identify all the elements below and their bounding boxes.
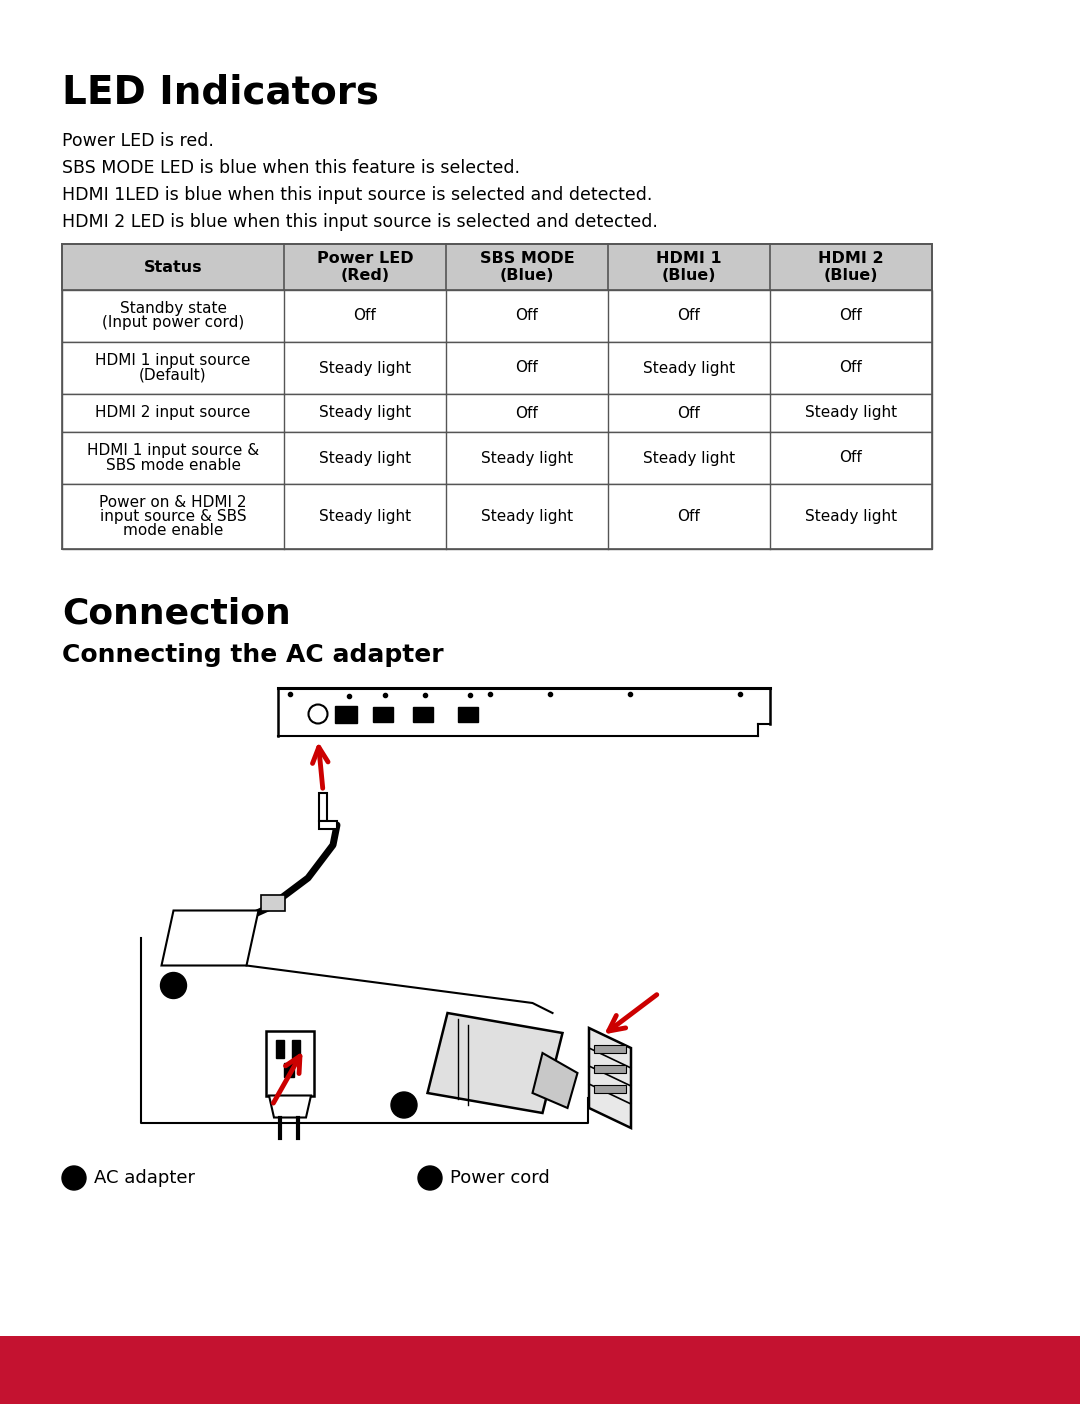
Text: Steady light: Steady light bbox=[643, 451, 735, 466]
Text: HDMI 1 input source &: HDMI 1 input source & bbox=[86, 444, 259, 459]
Text: mode enable: mode enable bbox=[123, 524, 224, 538]
Text: (Blue): (Blue) bbox=[824, 268, 878, 284]
Text: Off: Off bbox=[677, 510, 700, 524]
Text: HDMI 2 LED is blue when this input source is selected and detected.: HDMI 2 LED is blue when this input sourc… bbox=[62, 213, 658, 232]
Bar bbox=[62, 484, 932, 549]
Bar bbox=[292, 1040, 300, 1059]
Text: (Red): (Red) bbox=[340, 268, 390, 284]
Text: Power on & HDMI 2: Power on & HDMI 2 bbox=[99, 496, 246, 510]
Text: HDMI 1: HDMI 1 bbox=[657, 251, 721, 265]
Polygon shape bbox=[162, 911, 258, 966]
Text: LED Indicators: LED Indicators bbox=[62, 74, 379, 112]
Text: Steady light: Steady light bbox=[805, 406, 897, 421]
Bar bbox=[276, 1040, 284, 1059]
Text: Power LED: Power LED bbox=[316, 251, 414, 265]
Text: 4: 4 bbox=[529, 1355, 551, 1384]
Text: Off: Off bbox=[839, 361, 862, 375]
Text: Off: Off bbox=[515, 361, 538, 375]
Text: AC adapter: AC adapter bbox=[94, 1170, 195, 1186]
Polygon shape bbox=[589, 1028, 631, 1127]
Text: (Blue): (Blue) bbox=[662, 268, 716, 284]
Text: Off: Off bbox=[677, 406, 700, 421]
Text: Steady light: Steady light bbox=[643, 361, 735, 375]
Text: Off: Off bbox=[839, 309, 862, 323]
Text: Steady light: Steady light bbox=[319, 406, 411, 421]
Bar bbox=[319, 793, 327, 821]
Circle shape bbox=[309, 705, 327, 723]
Bar bbox=[335, 706, 357, 723]
Text: Power cord: Power cord bbox=[450, 1170, 550, 1186]
Text: Power LED is red.: Power LED is red. bbox=[62, 132, 214, 150]
Bar bbox=[284, 1063, 294, 1077]
Text: Off: Off bbox=[677, 309, 700, 323]
Text: Steady light: Steady light bbox=[481, 451, 573, 466]
Bar bbox=[62, 291, 932, 343]
Text: HDMI 2: HDMI 2 bbox=[819, 251, 883, 265]
Polygon shape bbox=[428, 1014, 563, 1113]
Text: Off: Off bbox=[353, 309, 376, 323]
Text: 1: 1 bbox=[69, 1171, 79, 1185]
Text: Standby state: Standby state bbox=[120, 302, 227, 316]
Bar bbox=[62, 343, 932, 395]
Text: (Blue): (Blue) bbox=[500, 268, 554, 284]
Text: 2: 2 bbox=[426, 1171, 435, 1185]
Text: Steady light: Steady light bbox=[319, 510, 411, 524]
Bar bbox=[0, 1337, 1080, 1404]
Text: SBS MODE: SBS MODE bbox=[480, 251, 575, 265]
Text: HDMI 2 input source: HDMI 2 input source bbox=[95, 406, 251, 421]
Bar bbox=[261, 894, 285, 911]
Text: SBS MODE LED is blue when this feature is selected.: SBS MODE LED is blue when this feature i… bbox=[62, 159, 519, 177]
Text: Connection: Connection bbox=[62, 597, 291, 630]
Text: Steady light: Steady light bbox=[805, 510, 897, 524]
Polygon shape bbox=[532, 1053, 578, 1108]
Text: 2: 2 bbox=[400, 1098, 409, 1112]
Text: Status: Status bbox=[144, 260, 202, 275]
Text: (Default): (Default) bbox=[139, 368, 206, 382]
Bar bbox=[458, 708, 478, 722]
Text: input source & SBS: input source & SBS bbox=[99, 510, 246, 524]
Text: Off: Off bbox=[839, 451, 862, 466]
Text: 1: 1 bbox=[168, 979, 178, 993]
Bar bbox=[594, 1045, 626, 1053]
Circle shape bbox=[62, 1165, 86, 1191]
Bar bbox=[62, 395, 932, 432]
Polygon shape bbox=[269, 1095, 311, 1118]
Bar bbox=[62, 432, 932, 484]
Circle shape bbox=[391, 1092, 417, 1118]
Text: HDMI 1LED is blue when this input source is selected and detected.: HDMI 1LED is blue when this input source… bbox=[62, 185, 652, 204]
Bar bbox=[266, 1031, 314, 1095]
Text: Off: Off bbox=[515, 309, 538, 323]
Circle shape bbox=[418, 1165, 442, 1191]
Text: SBS mode enable: SBS mode enable bbox=[106, 458, 241, 473]
Bar bbox=[62, 244, 932, 291]
Bar bbox=[594, 1066, 626, 1073]
Bar bbox=[413, 708, 433, 722]
Bar bbox=[319, 821, 337, 828]
Text: Connecting the AC adapter: Connecting the AC adapter bbox=[62, 643, 444, 667]
Circle shape bbox=[161, 973, 187, 998]
Bar bbox=[594, 1085, 626, 1092]
Bar bbox=[373, 708, 393, 722]
Text: HDMI 1 input source: HDMI 1 input source bbox=[95, 354, 251, 368]
Text: Steady light: Steady light bbox=[319, 451, 411, 466]
Text: Steady light: Steady light bbox=[481, 510, 573, 524]
Text: Steady light: Steady light bbox=[319, 361, 411, 375]
Text: (Input power cord): (Input power cord) bbox=[102, 316, 244, 330]
Text: Off: Off bbox=[515, 406, 538, 421]
